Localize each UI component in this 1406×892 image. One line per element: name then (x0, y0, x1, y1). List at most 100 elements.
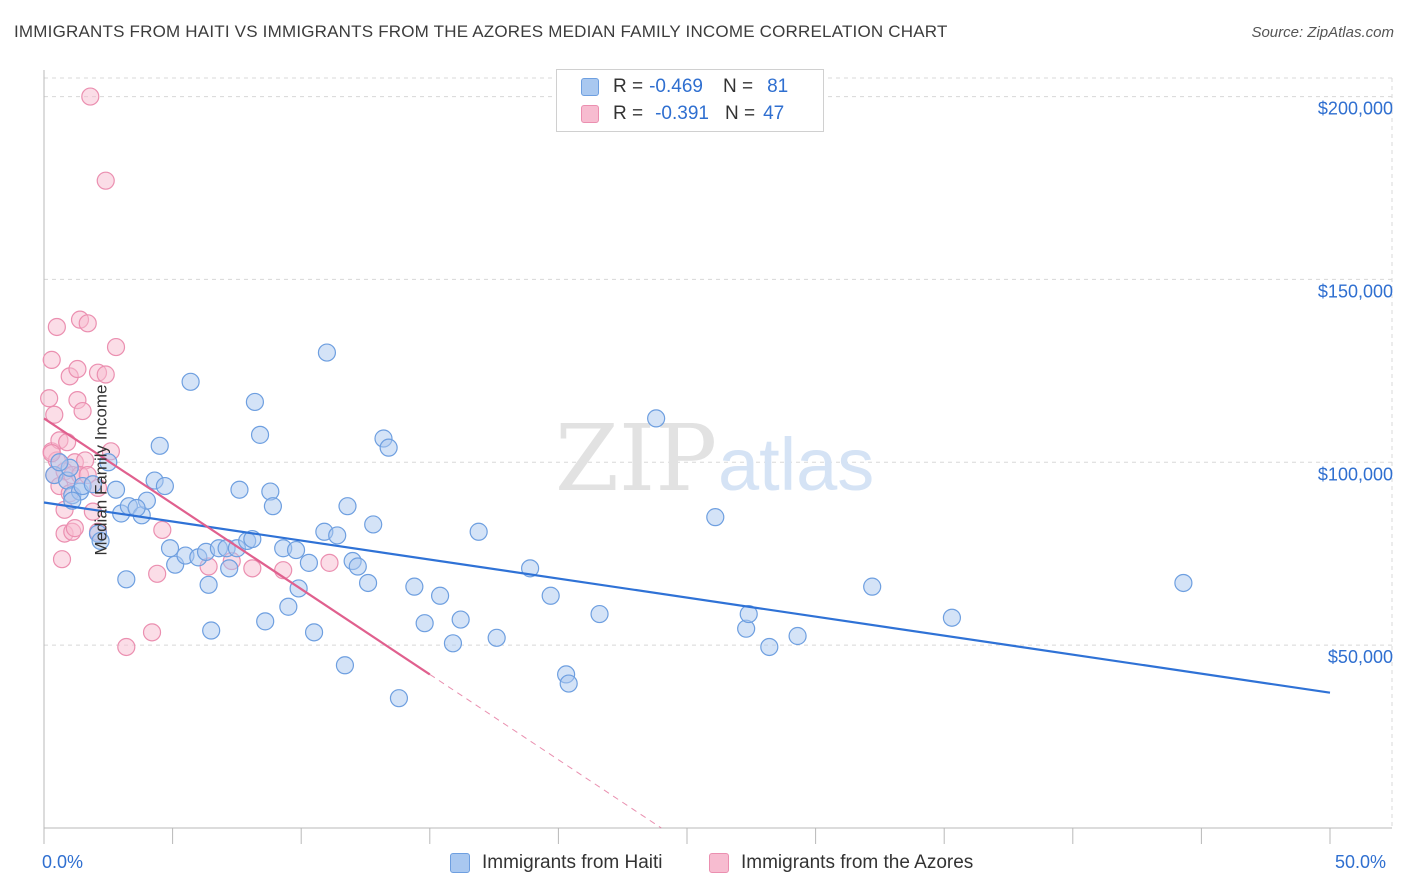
legend-item-haiti: Immigrants from Haiti (450, 852, 663, 874)
haiti-point (279, 597, 298, 616)
haiti-point (338, 497, 357, 516)
azores-point (73, 401, 92, 421)
azores-n-label: N = (724, 103, 756, 124)
haiti-point (328, 526, 347, 545)
haiti-point (739, 604, 758, 624)
haiti-point (942, 608, 962, 627)
haiti-point (706, 508, 725, 527)
haiti-point (364, 515, 383, 534)
azores-point (45, 405, 64, 424)
haiti-r-label: R = (613, 76, 644, 97)
azores-point (42, 350, 61, 369)
haiti-point (1174, 573, 1193, 593)
legend-row-haiti: R = -0.469 N = 81 (581, 75, 788, 99)
haiti-point (335, 656, 355, 675)
y-tick-label: $200,000 (1318, 99, 1393, 119)
haiti-point (389, 689, 409, 708)
legend-item-azores: Immigrants from the Azores (709, 852, 973, 874)
haiti-point (487, 628, 506, 647)
haiti-point (521, 559, 540, 578)
y-tick-label: $50,000 (1328, 647, 1393, 667)
azores-point (58, 433, 77, 452)
legend-azores-swatch (709, 853, 729, 873)
azores-point (65, 519, 84, 538)
azores-point (96, 171, 115, 190)
watermark-atlas: atlas (718, 423, 874, 506)
haiti-point (263, 497, 283, 516)
haiti-point (405, 577, 424, 596)
haiti-point (348, 557, 367, 576)
azores-r-label: R = (613, 103, 644, 124)
legend-haiti-swatch (450, 853, 470, 873)
haiti-point (127, 498, 146, 518)
azores-point (153, 520, 172, 540)
azores-point (96, 365, 115, 384)
haiti-point (299, 553, 319, 572)
haiti-point (788, 626, 807, 646)
gridlines (44, 77, 1393, 828)
azores-trend-line (43, 417, 431, 676)
azores-points (40, 87, 339, 657)
haiti-point (181, 372, 200, 391)
haiti-point (250, 425, 270, 444)
correlation-legend: R = -0.469 N = 81 R = -0.391 N = 47 (556, 69, 824, 132)
haiti-n-value: 81 (767, 76, 789, 97)
azores-swatch (581, 105, 599, 123)
azores-r-value: -0.391 (655, 103, 709, 124)
y-tick-label: $100,000 (1318, 464, 1393, 484)
haiti-point (286, 540, 306, 560)
azores-point (40, 389, 59, 408)
y-axis-title: Median Family Income (91, 384, 111, 556)
haiti-point (443, 634, 463, 653)
azores-point (52, 550, 72, 569)
azores-point (117, 637, 136, 657)
haiti-point (202, 621, 221, 640)
haiti-point (155, 476, 174, 496)
watermark-zip: ZIP (555, 405, 717, 512)
haiti-point (760, 637, 779, 657)
haiti-point (304, 623, 324, 642)
haiti-point (469, 522, 488, 541)
haiti-point (358, 573, 378, 593)
legend-azores-label: Immigrants from the Azores (741, 852, 974, 873)
haiti-point (50, 453, 69, 472)
haiti-point (317, 343, 337, 362)
x-tick-label-max: 50.0% (1335, 852, 1387, 872)
x-tick-label-min: 0.0% (42, 852, 84, 872)
haiti-point (559, 674, 578, 693)
haiti-point (117, 570, 136, 589)
haiti-n-label: N = (722, 76, 754, 97)
azores-point (148, 564, 167, 583)
haiti-point (379, 438, 398, 457)
series-legend: Immigrants from Haiti Immigrants from th… (0, 852, 1406, 876)
source-label: Source: ZipAtlas.com (1251, 24, 1394, 41)
haiti-point (245, 392, 265, 412)
haiti-point (541, 586, 560, 605)
haiti-point (647, 409, 666, 428)
y-tick-label: $150,000 (1318, 281, 1393, 301)
azores-point (106, 337, 126, 357)
trend-lines (43, 417, 1331, 829)
haiti-point (91, 531, 110, 551)
haiti-point (415, 614, 434, 633)
haiti-point (199, 575, 218, 594)
haiti-point (863, 577, 882, 596)
azores-n-value: 47 (763, 103, 785, 124)
azores-point (68, 359, 87, 379)
haiti-point (230, 480, 249, 499)
haiti-r-value: -0.469 (649, 76, 703, 97)
haiti-point (83, 475, 102, 494)
legend-row-azores: R = -0.391 N = 47 (581, 102, 784, 126)
azores-point (243, 559, 262, 578)
haiti-point (256, 612, 275, 631)
azores-point (81, 87, 100, 106)
chart-title: IMMIGRANTS FROM HAITI VS IMMIGRANTS FROM… (14, 22, 948, 41)
haiti-point (160, 539, 180, 558)
haiti-point (150, 436, 169, 455)
azores-point (142, 623, 162, 642)
azores-point (47, 317, 66, 337)
azores-point (78, 314, 97, 333)
haiti-point (63, 491, 82, 510)
haiti-swatch (581, 78, 599, 96)
